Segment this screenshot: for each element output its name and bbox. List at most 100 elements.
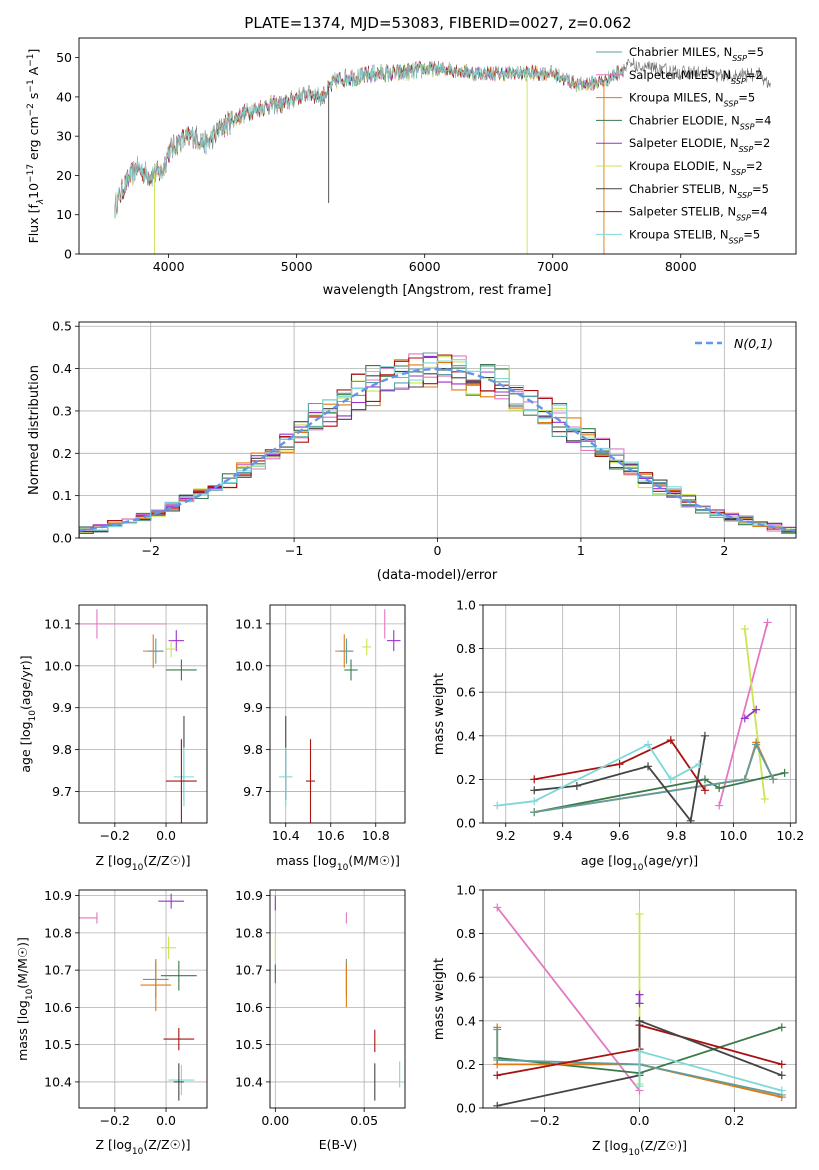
x-tick-label: 9.6 <box>610 828 630 843</box>
x-axis-label: E(B-V) <box>319 1137 358 1152</box>
y-tick-label: 10.8 <box>235 925 263 940</box>
plot-frame <box>482 889 797 1109</box>
y-tick-label: 0 <box>64 247 72 262</box>
series-line <box>497 743 700 807</box>
y-tick-label: 10.9 <box>235 888 263 903</box>
x-axis-label: Z [log10(Z/Z☉)] <box>592 1138 687 1158</box>
y-tick-label: 0.4 <box>456 1013 476 1028</box>
errorbar-salpeter-stelib <box>306 739 315 823</box>
data-point <box>740 775 749 784</box>
errorbar-salpeter-miles <box>79 912 98 924</box>
x-tick-label: 9.4 <box>553 828 573 843</box>
x-axis-label: (data-model)/error <box>377 568 498 583</box>
x-tick-label: −1 <box>285 543 303 558</box>
series-chabrier-miles <box>530 740 778 817</box>
y-axis-label: mass [log10(M/M☉)] <box>15 937 35 1061</box>
data-point <box>700 786 709 795</box>
y-tick-label: 9.9 <box>52 700 72 715</box>
errorbar-salpeter-stelib <box>163 1027 195 1051</box>
data-point <box>695 760 704 769</box>
y-tick-label: 50 <box>56 50 72 65</box>
spectrum-kroupa-elodie <box>114 61 625 219</box>
spectrum-kroupa-stelib <box>114 62 625 219</box>
x-tick-label: 0.0 <box>630 1113 650 1128</box>
series-kroupa-stelib <box>493 740 704 810</box>
y-tick-label: 0.8 <box>456 926 476 941</box>
figure-title: PLATE=1374, MJD=53083, FIBERID=0027, z=0… <box>244 14 631 32</box>
spectrum-kroupa-miles <box>114 60 625 219</box>
data-point <box>493 1025 502 1034</box>
series-line <box>744 708 757 720</box>
x-axis-label: wavelength [Angstrom, rest frame] <box>323 283 552 298</box>
spectrum-salpeter-miles <box>114 61 625 219</box>
series-line <box>718 622 769 806</box>
spectrum-panel: 4000 5000 6000 7000 8000 0 10 20 30 40 50 Chabrier … <box>26 37 797 298</box>
x-tick-label: 0.00 <box>261 1113 289 1128</box>
plot-frame <box>482 604 797 824</box>
plot-frame <box>78 321 797 539</box>
data-point <box>686 816 695 823</box>
data-point <box>780 768 789 777</box>
y-tick-label: 10.1 <box>44 616 72 631</box>
plot-frame <box>78 604 208 824</box>
x-tick-label: 0 <box>434 543 442 558</box>
y-tick-label: 40 <box>56 89 72 104</box>
y-tick-label: 10.9 <box>44 888 72 903</box>
y-tick-label: 10.5 <box>235 1037 263 1052</box>
series-line <box>743 628 766 800</box>
y-tick-label: 9.8 <box>52 742 72 757</box>
series-line <box>638 1050 783 1092</box>
x-tick-label: 0.2 <box>724 1113 744 1128</box>
errorbar-chabrier-elodie <box>344 659 358 681</box>
y-tick-label: 10.1 <box>235 616 263 631</box>
legend-label-salpeter-stelib: Salpeter STELIB, NSSP=4 <box>629 205 768 223</box>
x-axis-label: mass [log10(M/M☉)] <box>276 853 400 873</box>
y-tick-label: 30 <box>56 129 72 144</box>
y-tick-label: 0.8 <box>456 641 476 656</box>
x-tick-label: 7000 <box>537 259 569 274</box>
y-tick-label: 9.8 <box>243 742 263 757</box>
data-point <box>635 990 644 999</box>
data-point <box>530 797 539 806</box>
y-tick-label: 9.7 <box>52 784 72 799</box>
legend-label-normal: N(0,1) <box>734 336 773 351</box>
x-tick-label: −0.2 <box>100 828 130 843</box>
y-tick-label: 0.0 <box>456 1101 476 1116</box>
series-line <box>496 906 641 1092</box>
data-point <box>530 775 539 784</box>
data-point <box>644 762 653 771</box>
series-kroupa-stelib <box>635 1047 786 1095</box>
data-point <box>530 808 539 817</box>
errorbar-kroupa-stelib <box>168 1065 195 1095</box>
x-tick-label: 8000 <box>665 259 697 274</box>
y-tick-label: 0.0 <box>52 531 72 546</box>
data-point <box>666 736 675 745</box>
errorbar-chabrier-elodie <box>166 659 197 681</box>
y-axis-label: mass weight <box>432 673 447 755</box>
spectrum-chabrier-elodie <box>114 61 625 219</box>
spectrum-salpeter-stelib <box>114 61 625 219</box>
y-axis-label: mass weight <box>432 958 447 1040</box>
y-tick-label: 10.6 <box>235 1000 263 1015</box>
y-tick-label: 10.0 <box>235 658 263 673</box>
series-line <box>534 739 706 791</box>
data-point <box>530 786 539 795</box>
data-point <box>635 1016 644 1025</box>
errorbar-kroupa-stelib <box>279 747 293 807</box>
data-point <box>615 760 624 769</box>
data-point <box>572 781 581 790</box>
spectrum-chabrier-miles <box>114 60 625 219</box>
data-point <box>493 1071 502 1080</box>
series-kroupa-miles <box>530 738 778 817</box>
x-tick-label: 10.6 <box>317 828 345 843</box>
data-point <box>752 705 761 714</box>
data-point <box>760 795 769 804</box>
legend-label-salpeter-miles: Salpeter MILES, NSSP=2 <box>629 68 763 86</box>
legend-label-kroupa-elodie: Kroupa ELODIE, NSSP=2 <box>629 159 763 177</box>
x-tick-label: 9.8 <box>667 828 687 843</box>
series-salpeter-elodie <box>740 705 761 723</box>
y-tick-label: 1.0 <box>456 883 476 898</box>
x-tick-label: −0.2 <box>529 1113 559 1128</box>
residuals-histogram-panel: −2 −1 0 1 2 0.0 0.1 0.2 0.3 0.4 0.5 N(0,1) (data-mod… <box>27 319 797 583</box>
y-tick-label: 10.6 <box>44 1000 72 1015</box>
